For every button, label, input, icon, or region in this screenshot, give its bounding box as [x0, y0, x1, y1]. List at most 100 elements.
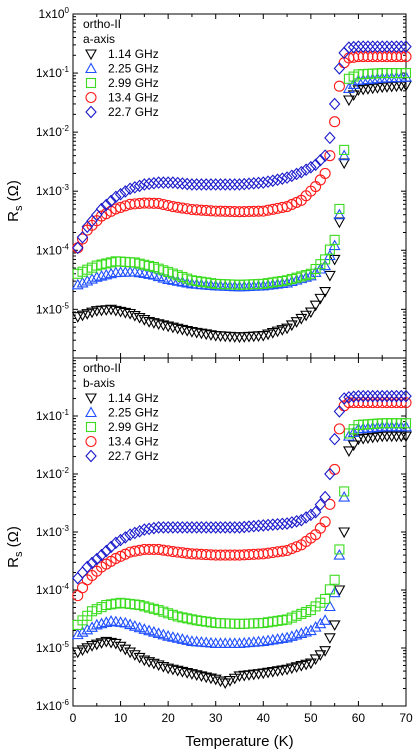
- data-point: [376, 389, 388, 403]
- data-point: [129, 526, 141, 540]
- data-point: [333, 217, 346, 229]
- data-point: [138, 178, 151, 191]
- data-point: [76, 645, 89, 657]
- data-point: [200, 672, 213, 684]
- data-point: [329, 234, 340, 245]
- data-point: [148, 176, 160, 190]
- series-22-7-GHz: [72, 389, 412, 585]
- data-point: [119, 307, 132, 319]
- data-point: [339, 144, 350, 155]
- data-point: [276, 172, 289, 185]
- data-point: [147, 658, 160, 670]
- data-point: [91, 552, 103, 566]
- data-point: [119, 185, 132, 198]
- data-point: [286, 169, 298, 183]
- data-point: [109, 638, 122, 650]
- legend-marker: [85, 105, 97, 119]
- y-axis-label: Rs (Ω): [5, 526, 25, 568]
- data-point: [233, 178, 246, 191]
- data-point: [110, 190, 122, 204]
- data-point: [181, 325, 194, 337]
- data-point: [290, 167, 303, 181]
- data-point: [133, 652, 146, 664]
- data-point: [100, 268, 113, 280]
- data-point: [205, 673, 217, 685]
- data-point: [224, 178, 236, 191]
- data-point: [105, 637, 117, 649]
- data-point: [314, 498, 327, 511]
- data-point: [224, 521, 236, 534]
- data-point: [81, 623, 94, 635]
- data-point: [171, 665, 184, 677]
- series-2-99-GHz: [72, 68, 412, 290]
- data-point: [323, 633, 336, 644]
- data-point: [320, 254, 331, 265]
- data-point: [362, 40, 374, 53]
- legend-label: 22.7 GHz: [108, 449, 159, 463]
- data-point: [300, 625, 313, 637]
- data-point: [309, 621, 322, 632]
- data-point: [281, 200, 293, 213]
- data-point: [352, 40, 365, 53]
- data-point: [339, 486, 350, 497]
- data-point: [124, 618, 137, 630]
- data-point: [262, 175, 274, 189]
- data-point: [76, 233, 89, 245]
- x-tick-label: 50: [304, 711, 318, 725]
- data-point: [128, 650, 141, 661]
- data-point: [124, 528, 136, 541]
- data-point: [252, 519, 265, 533]
- data-point: [100, 198, 113, 212]
- data-point: [319, 614, 332, 625]
- data-point: [347, 40, 360, 54]
- data-point: [324, 584, 335, 595]
- data-point: [162, 321, 175, 333]
- data-point: [143, 177, 155, 191]
- data-point: [347, 440, 360, 452]
- data-point: [195, 671, 208, 683]
- data-point: [257, 635, 270, 646]
- data-point: [157, 176, 170, 189]
- data-point: [71, 278, 84, 290]
- data-point: [205, 521, 217, 534]
- legend-marker: [85, 91, 97, 104]
- data-point: [342, 95, 355, 107]
- data-point: [334, 203, 345, 215]
- data-point: [90, 618, 103, 630]
- data-point: [233, 332, 246, 344]
- data-point: [295, 627, 308, 638]
- data-point: [200, 329, 213, 341]
- data-point: [195, 178, 208, 191]
- data-point: [395, 389, 407, 403]
- data-point: [300, 163, 312, 177]
- data-point: [286, 198, 298, 211]
- data-point: [366, 40, 379, 53]
- data-point: [295, 513, 308, 527]
- data-point: [262, 634, 274, 646]
- data-point: [86, 272, 98, 284]
- data-point: [281, 323, 294, 335]
- series-13-4-GHz: [72, 397, 412, 602]
- panel-annotation: b-axis: [83, 376, 115, 390]
- legend-label: 13.4 GHz: [108, 91, 159, 105]
- data-point: [162, 521, 174, 534]
- data-point: [176, 666, 189, 678]
- data-point: [304, 624, 317, 636]
- data-point: [400, 68, 412, 79]
- data-point: [90, 271, 103, 282]
- data-point: [162, 176, 174, 189]
- data-point: [129, 181, 141, 194]
- data-point: [238, 520, 251, 534]
- data-point: [219, 178, 231, 191]
- data-point: [190, 670, 203, 681]
- data-point: [314, 153, 327, 167]
- data-point: [290, 273, 303, 285]
- data-point: [128, 620, 141, 631]
- data-point: [105, 304, 117, 316]
- data-point: [328, 620, 341, 632]
- data-point: [157, 521, 170, 534]
- data-point: [319, 167, 331, 179]
- legend-marker: [85, 77, 97, 89]
- data-point: [385, 40, 398, 53]
